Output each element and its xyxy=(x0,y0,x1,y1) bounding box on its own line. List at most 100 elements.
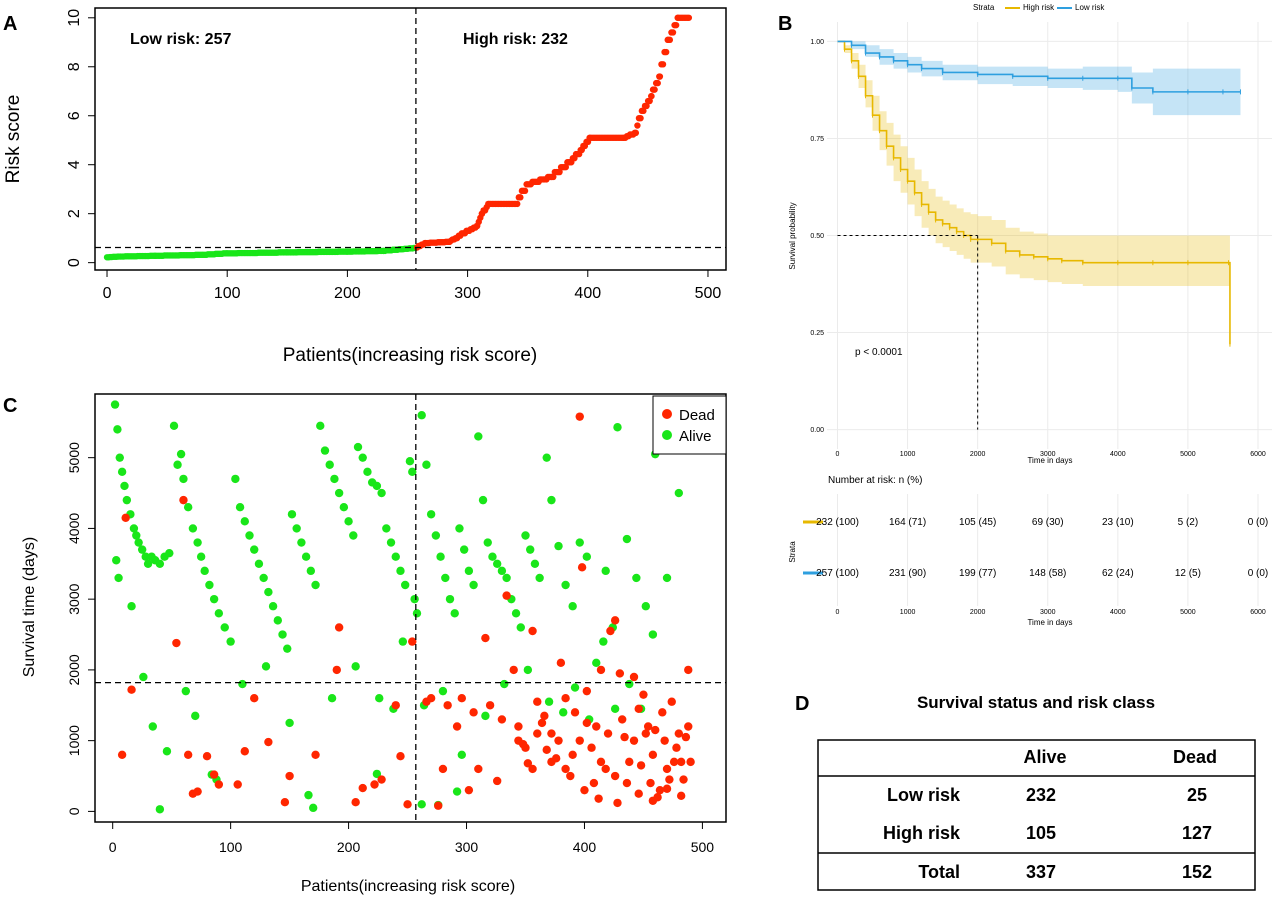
dead-point xyxy=(332,665,341,675)
alive-point xyxy=(568,602,577,611)
alive-point xyxy=(521,531,530,540)
dead-point xyxy=(202,752,212,761)
dead-point xyxy=(596,665,606,675)
dead-point xyxy=(648,750,658,759)
x-tick-label: 1000 xyxy=(900,609,916,616)
alive-point xyxy=(311,580,320,590)
alive-point xyxy=(363,467,372,477)
x-tick-label: 200 xyxy=(334,285,361,302)
dead-point xyxy=(629,672,639,682)
panel-letter-b: B xyxy=(778,13,792,35)
alive-point xyxy=(245,531,254,540)
dead-point xyxy=(596,757,606,767)
legend-alive-marker xyxy=(662,430,672,440)
alive-point xyxy=(457,750,467,759)
risk-score-point xyxy=(514,200,521,208)
alive-point xyxy=(641,602,650,611)
panel-b-ylabel: Survival probability xyxy=(788,202,797,269)
alive-point xyxy=(516,623,525,632)
legend-alive-label: Alive xyxy=(679,428,712,445)
table-d-row-label: Total xyxy=(918,862,960,882)
x-tick-label: 0 xyxy=(103,285,112,302)
x-tick-label: 4000 xyxy=(1110,451,1126,458)
alive-point xyxy=(205,580,214,590)
risk-score-point xyxy=(637,114,644,122)
dead-point xyxy=(434,801,443,810)
alive-point xyxy=(181,686,191,696)
y-tick-label: 8 xyxy=(66,62,83,71)
dead-point xyxy=(537,718,547,728)
dead-point xyxy=(620,732,629,742)
alive-point xyxy=(561,580,570,590)
dead-point xyxy=(629,736,639,745)
alive-point xyxy=(292,524,301,533)
alive-point xyxy=(523,665,533,675)
alive-point xyxy=(601,566,610,576)
dead-point xyxy=(575,736,584,745)
alive-point xyxy=(554,541,563,551)
dead-point xyxy=(396,752,405,761)
dead-point xyxy=(556,658,566,668)
dead-point xyxy=(542,745,551,755)
dead-point xyxy=(577,563,587,572)
alive-point xyxy=(502,573,511,583)
dead-point xyxy=(285,771,294,781)
alive-point xyxy=(483,538,492,547)
alive-point xyxy=(622,534,632,544)
x-tick-label: 2000 xyxy=(970,451,986,458)
alive-point xyxy=(542,453,551,462)
dead-point xyxy=(240,747,249,756)
dead-point xyxy=(592,722,601,731)
risk-score-point xyxy=(669,29,677,36)
dead-point xyxy=(575,412,584,421)
risk-score-point xyxy=(656,73,664,80)
y-tick-label: 0.75 xyxy=(810,136,824,143)
dead-point xyxy=(443,701,452,710)
alive-point xyxy=(278,630,287,639)
y-tick-label: 0.25 xyxy=(810,330,824,337)
alive-point xyxy=(469,580,478,590)
risk-table-cell: 148 (58) xyxy=(1029,568,1066,579)
risk-table-cell: 5 (2) xyxy=(1178,517,1199,528)
table-d-cell: 127 xyxy=(1182,823,1212,843)
dead-point xyxy=(639,690,648,699)
dead-point xyxy=(233,780,242,789)
panel-c-survival-scatter: Survival time (days) Patients(increasing… xyxy=(21,393,727,895)
risk-table-cell: 164 (71) xyxy=(889,517,926,528)
risk-table-xlabel: Time in days xyxy=(1027,618,1072,627)
y-tick-label: 0.00 xyxy=(810,427,824,434)
dead-point xyxy=(684,665,693,675)
x-tick-label: 3000 xyxy=(1040,609,1056,616)
panel-b-km-plot: 0 1000 2000 3000 4000 5000 6000 0.00 0.25 0.50 0.7… xyxy=(788,3,1272,627)
alive-point xyxy=(599,637,608,646)
panel-letter-d: D xyxy=(795,693,809,715)
dead-point xyxy=(568,750,577,759)
dead-point xyxy=(214,780,224,789)
risk-table-cell: 105 (45) xyxy=(959,517,996,528)
dead-point xyxy=(457,693,467,703)
alive-point xyxy=(117,467,127,477)
dead-point xyxy=(183,750,193,759)
alive-point xyxy=(334,488,344,498)
dead-point xyxy=(514,722,523,731)
dead-point xyxy=(172,638,181,648)
dead-point xyxy=(481,633,490,643)
panel-a-frame xyxy=(94,7,727,271)
x-tick-label: 400 xyxy=(574,285,601,302)
alive-point xyxy=(316,421,325,431)
x-tick-label: 3000 xyxy=(1040,451,1056,458)
alive-point xyxy=(176,449,186,459)
alive-point xyxy=(162,747,172,756)
risk-score-point xyxy=(562,163,569,171)
dead-point xyxy=(646,778,655,788)
dead-point xyxy=(634,789,643,798)
alive-point xyxy=(110,400,120,409)
alive-point xyxy=(196,552,206,561)
alive-point xyxy=(417,800,426,809)
table-d-cell: 25 xyxy=(1187,785,1207,805)
dead-point xyxy=(469,708,478,717)
alive-point xyxy=(285,718,294,728)
alive-point xyxy=(396,566,405,576)
table-d-row-label: Low risk xyxy=(887,785,961,805)
alive-point xyxy=(358,453,367,462)
